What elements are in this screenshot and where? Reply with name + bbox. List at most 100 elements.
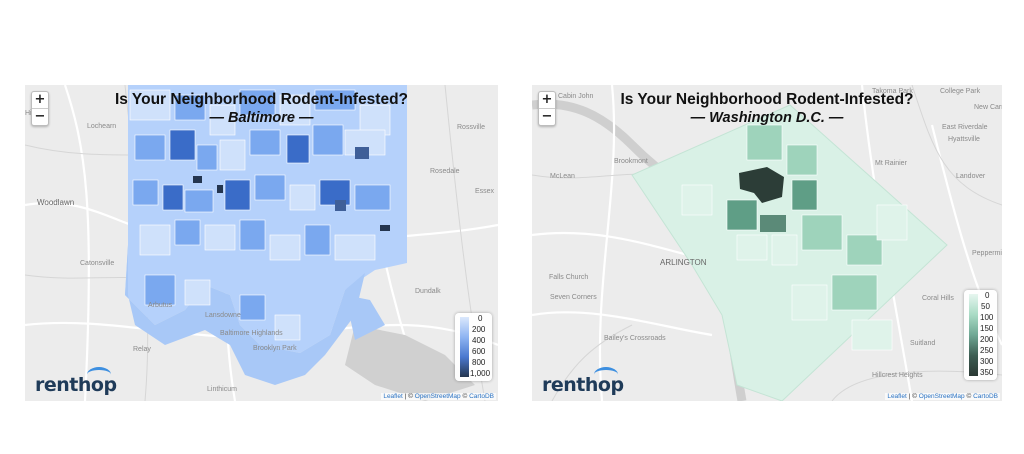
- neighborhood-patch: [129, 89, 171, 121]
- legend-label: 600: [472, 347, 486, 356]
- neighborhood-patch: [144, 274, 176, 306]
- neighborhood-patch: [209, 104, 236, 136]
- neighborhood-patch: [184, 189, 214, 213]
- place-label: Lansdowne: [205, 312, 241, 319]
- map-subtitle: — Washington D.C. —: [690, 110, 844, 126]
- place-label: Coral Hills: [922, 295, 954, 302]
- legend-label: 100: [980, 313, 994, 322]
- hotspot: [355, 147, 369, 159]
- neighborhood-patch: [132, 179, 159, 206]
- place-label: McLean: [550, 173, 575, 180]
- leaflet-link[interactable]: Leaflet: [887, 393, 907, 400]
- neighborhood-patch: [334, 234, 376, 261]
- water-body: [345, 325, 475, 401]
- zoom-in-button[interactable]: +: [541, 92, 553, 107]
- legend-label: 200: [980, 335, 994, 344]
- neighborhood-patch: [174, 219, 201, 246]
- map-title: Is Your Neighborhood Rodent-Infested?: [114, 91, 409, 108]
- map-subtitle: — Baltimore —: [209, 110, 314, 126]
- zoom-out-button[interactable]: −: [32, 108, 48, 125]
- neighborhood-patch: [289, 184, 316, 211]
- map-attribution: Leaflet | © OpenStreetMap © CartoDB: [885, 393, 1000, 400]
- logo-arc: [87, 367, 111, 382]
- neighborhood-patch: [274, 314, 301, 341]
- legend-label: 250: [980, 346, 994, 355]
- legend-label: 350: [980, 368, 994, 377]
- baltimore-map[interactable]: Hill Lochearn Rossville Rosedale Essex Woodla…: [25, 85, 498, 401]
- neighborhood-patch: [269, 234, 301, 261]
- neighborhood-patch: [134, 134, 166, 161]
- neighborhood-patch: [851, 319, 893, 351]
- hotspot: [335, 200, 346, 211]
- place-label: Seven Corners: [550, 294, 597, 301]
- neighborhood-patch: [249, 129, 281, 156]
- osm-link[interactable]: OpenStreetMap: [414, 393, 461, 400]
- legend-label: 200: [472, 325, 486, 334]
- carto-link[interactable]: CartoDB: [469, 393, 494, 400]
- dc-legend: 0 50 100 150 200 250 300 350: [964, 290, 997, 380]
- legend-label: 0: [985, 291, 990, 300]
- place-label: Hill: [25, 110, 35, 117]
- legend-label: 1,000: [470, 369, 491, 378]
- neighborhood-patch: [771, 234, 798, 266]
- neighborhood-patch: [239, 294, 266, 321]
- place-label: Hillcrest Heights: [872, 372, 923, 379]
- zoom-in-button[interactable]: +: [34, 92, 46, 107]
- zoom-control: + −: [538, 91, 556, 126]
- place-label: Arbutus: [148, 302, 173, 309]
- legend-color-ramp: [969, 294, 978, 376]
- place-label: New Carrollton: [974, 104, 1002, 111]
- place-label: East Riverdale: [942, 124, 988, 131]
- neighborhood-patch: [196, 144, 218, 171]
- carto-link[interactable]: CartoDB: [973, 393, 998, 400]
- legend-color-ramp: [460, 317, 469, 377]
- logo-arc: [594, 367, 618, 382]
- place-label: Linthicum: [207, 386, 237, 393]
- hotspot: [760, 215, 786, 232]
- legend-label: 400: [472, 336, 486, 345]
- baltimore-neighborhoods: [129, 89, 391, 341]
- hotspot: [217, 185, 223, 193]
- neighborhood-patch: [174, 94, 206, 121]
- place-label: Bailey's Crossroads: [604, 335, 666, 342]
- neighborhood-patch: [184, 279, 211, 306]
- legend-label: 50: [981, 302, 990, 311]
- place-label: Hyattsville: [948, 136, 980, 143]
- place-label: Woodlawn: [37, 198, 74, 207]
- place-label: Takoma Park: [872, 88, 913, 95]
- place-label: Essex: [475, 188, 495, 195]
- place-label: Suitland: [910, 340, 935, 347]
- zoom-out-button[interactable]: −: [539, 108, 555, 125]
- neighborhood-patch: [791, 284, 828, 321]
- neighborhood-patch: [791, 179, 818, 211]
- neighborhood-patch: [279, 94, 311, 126]
- neighborhood-patch: [239, 219, 266, 251]
- hotspot: [193, 176, 202, 183]
- renthop-logo: renthop: [35, 367, 117, 396]
- neighborhood-patch: [831, 274, 878, 311]
- baltimore-basemap: Hill Lochearn Rossville Rosedale Essex Woodla…: [25, 85, 498, 401]
- osm-link[interactable]: OpenStreetMap: [918, 393, 965, 400]
- place-label: Dundalk: [415, 288, 441, 295]
- place-label: Peppermill Village: [972, 250, 1002, 257]
- neighborhood-patch: [169, 129, 196, 161]
- neighborhood-patch: [681, 184, 713, 216]
- dc-map[interactable]: Cabin John Takoma Park College Park New Car…: [532, 85, 1002, 401]
- neighborhood-patch: [354, 184, 391, 211]
- dc-neighborhoods: [681, 124, 908, 351]
- place-label: Lochearn: [87, 123, 116, 130]
- baltimore-legend: 0 200 400 600 800 1,000: [455, 313, 492, 381]
- neighborhood-patch: [801, 214, 843, 251]
- neighborhood-patch: [139, 224, 171, 256]
- renthop-logo: renthop: [542, 367, 624, 396]
- legend-label: 0: [478, 314, 483, 323]
- hotspot: [380, 225, 390, 231]
- leaflet-link[interactable]: Leaflet: [383, 393, 403, 400]
- neighborhood-patch: [239, 89, 276, 116]
- neighborhood-patch: [786, 144, 818, 176]
- neighborhood-patch: [876, 204, 908, 241]
- neighborhood-patch: [304, 224, 331, 256]
- place-label: Falls Church: [549, 274, 588, 281]
- map-attribution: Leaflet | © OpenStreetMap © CartoDB: [381, 393, 496, 400]
- place-label: Relay: [133, 346, 151, 353]
